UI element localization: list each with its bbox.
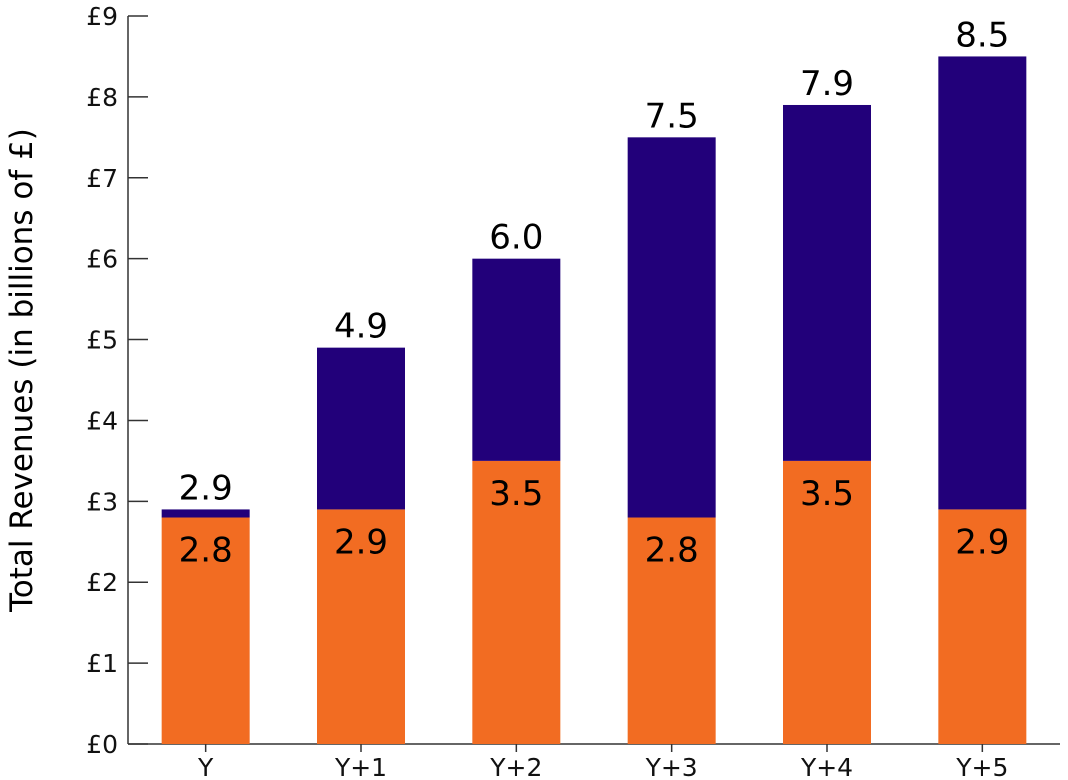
bar-total-value-label: 2.9 [179, 468, 233, 508]
x-tick-label: Y+3 [645, 753, 698, 780]
x-tick-label: Y+4 [800, 753, 853, 780]
bar-bottom-value-label: 3.5 [489, 474, 543, 514]
bar-segment-top [783, 104, 871, 461]
y-tick-label: £9 [86, 2, 118, 31]
x-ticks: Y Y+1 Y+2 Y+3 Y+4 Y+5 [197, 744, 1008, 780]
y-ticks: £0 £1 £2 £3 £4 £5 £6 £7 £8 £9 [86, 2, 148, 759]
bar-total-value-label: 8.5 [955, 15, 1009, 55]
y-tick-label: £3 [86, 487, 118, 516]
bar-total-value-label: 6.0 [489, 218, 543, 258]
y-tick-label: £7 [86, 164, 118, 193]
bar-total-value-label: 4.9 [334, 307, 388, 347]
x-tick-label: Y+2 [489, 753, 542, 780]
bar-segment-top [938, 56, 1027, 510]
bar-segment-top [627, 137, 716, 518]
y-tick-label: £8 [86, 83, 118, 112]
bar-segment-top [317, 347, 405, 510]
y-tick-label: £5 [86, 326, 118, 355]
bar-bottom-value-label: 2.9 [334, 522, 388, 562]
bar-segment-base [783, 460, 871, 744]
bar-bottom-value-label: 2.9 [955, 522, 1009, 562]
y-tick-label: £4 [86, 406, 118, 435]
bar-bottom-value-label: 3.5 [800, 474, 854, 514]
bars [161, 56, 1027, 744]
data-labels: 2.8 2.9 2.9 4.9 3.5 6.0 2.8 7.5 3.5 7.9 2.9 8.5 [179, 15, 1010, 570]
y-tick-label: £0 [86, 730, 118, 759]
bar-segment-top [161, 509, 250, 518]
bar-total-value-label: 7.5 [645, 96, 699, 136]
bar-bottom-value-label: 2.8 [645, 531, 699, 571]
bar-bottom-value-label: 2.8 [179, 531, 233, 571]
x-tick-label: Y [197, 753, 214, 780]
y-tick-label: £2 [86, 568, 118, 597]
bar-segment-base [472, 460, 561, 744]
x-tick-label: Y+5 [955, 753, 1008, 780]
y-axis-label: Total Revenues (in billions of £) [4, 128, 40, 613]
y-tick-label: £1 [86, 649, 118, 678]
bar-total-value-label: 7.9 [800, 64, 854, 104]
bar-segment-base [938, 509, 1027, 744]
y-tick-label: £6 [86, 245, 118, 274]
bar-segment-top [472, 258, 561, 461]
bar-segment-base [317, 509, 405, 744]
x-tick-label: Y+1 [334, 753, 387, 780]
bar-segment-base [627, 517, 716, 744]
bar-segment-base [161, 517, 250, 744]
